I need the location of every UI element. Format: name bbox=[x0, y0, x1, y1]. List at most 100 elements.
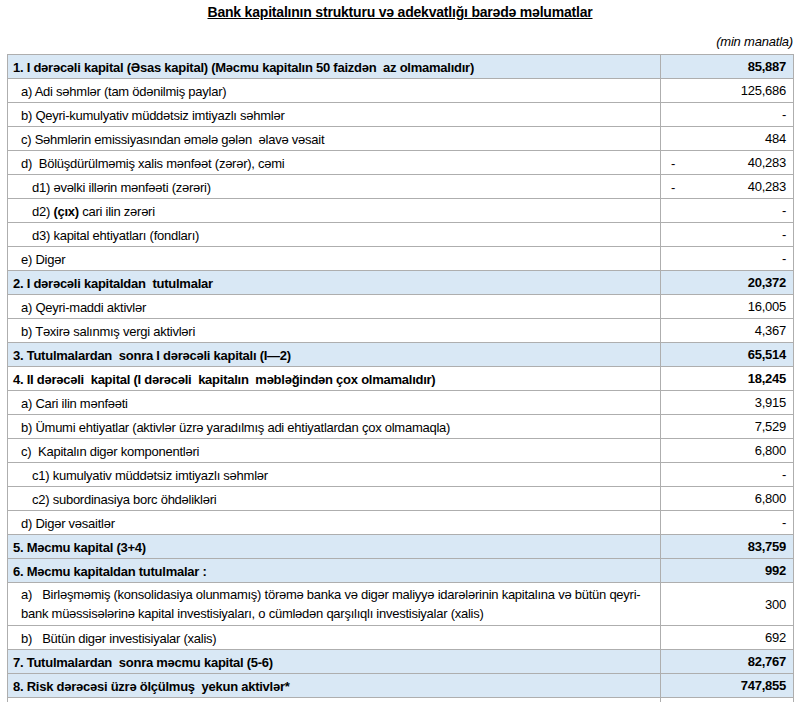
row-label-segment: d3) kapital ehtiyatları (fondları) bbox=[32, 228, 199, 243]
row-value-cell: - bbox=[661, 247, 794, 271]
table-row: d2) (çıx) cari ilin zərəri - bbox=[8, 199, 794, 223]
row-label: d2) (çıx) cari ilin zərəri bbox=[8, 199, 661, 223]
table-row: c1) kumulyativ müddətsiz imtiyazlı səhml… bbox=[8, 463, 794, 487]
row-value-cell: 300 bbox=[661, 583, 794, 626]
table-row: 7. Tutulmalardan sonra məcmu kapital (5-… bbox=[8, 650, 794, 674]
row-label: 5. Məcmu kapital (3+4) bbox=[8, 535, 661, 559]
row-label-segment: 1. I dərəcəli kapital bbox=[13, 60, 123, 75]
row-label: 8. Risk dərəcəsi üzrə ölçülmuş yekun akt… bbox=[8, 674, 661, 698]
row-label-segment: 4. II dərəcəli kapital bbox=[13, 372, 130, 387]
row-value-cell: 20,372 bbox=[661, 271, 794, 295]
row-label: c2) subordinasiya borc öhdəlikləri bbox=[8, 487, 661, 511]
row-value-cell: 692 bbox=[661, 626, 794, 650]
row-label bbox=[8, 698, 661, 702]
row-value: 6,800 bbox=[755, 443, 786, 458]
row-value: 20,372 bbox=[748, 275, 786, 290]
table-row: d) Bölüşdürülməmiş xalis mənfəət (zərər)… bbox=[8, 151, 794, 175]
row-label-segment: c1) kumulyativ müddətsiz imtiyazlı səhml… bbox=[32, 468, 268, 483]
row-label-segment: 5. Məcmu kapital (3+4) bbox=[13, 540, 146, 555]
row-value-cell: - bbox=[661, 463, 794, 487]
row-label-segment: 7. Tutulmalardan sonra məcmu kapital (5-… bbox=[13, 655, 273, 670]
row-value: - bbox=[782, 107, 786, 122]
row-value: - bbox=[782, 251, 786, 266]
row-label: b) Qeyri-kumulyativ müddətsiz imtiyazlı … bbox=[8, 103, 661, 127]
row-value: 4,367 bbox=[755, 323, 786, 338]
row-label: 4. II dərəcəli kapital (I dərəcəli kapit… bbox=[8, 367, 661, 391]
row-value: 692 bbox=[765, 630, 786, 645]
row-label: 1. I dərəcəli kapital (Əsas kapital) (Mə… bbox=[8, 55, 661, 79]
row-label: d3) kapital ehtiyatları (fondları) bbox=[8, 223, 661, 247]
row-label-segment: d1) əvəlki illərin mənfəəti (zərəri) bbox=[32, 180, 211, 195]
row-value-cell: 4,367 bbox=[661, 319, 794, 343]
table-row: d1) əvəlki illərin mənfəəti (zərəri) - 4… bbox=[8, 175, 794, 199]
row-label: d1) əvəlki illərin mənfəəti (zərəri) bbox=[8, 175, 661, 199]
row-label-segment: a) Cari ilin mənfəəti bbox=[21, 396, 128, 411]
row-label: c) Səhmlərin emissiyasından əmələ gələn … bbox=[8, 127, 661, 151]
row-value-cell: 18,245 bbox=[661, 367, 794, 391]
capital-structure-table: 1. I dərəcəli kapital (Əsas kapital) (Mə… bbox=[7, 54, 794, 702]
row-value-cell: 6,800 bbox=[661, 439, 794, 463]
row-value-cell: 125,686 bbox=[661, 79, 794, 103]
table-row bbox=[8, 698, 794, 702]
row-label: a) Birləşməmiş (konsolidasiya olunmamış)… bbox=[8, 583, 661, 626]
row-value: 6,800 bbox=[755, 491, 786, 506]
table-row: b) Qeyri-kumulyativ müddətsiz imtiyazlı … bbox=[8, 103, 794, 127]
row-label-segment: c) Kapitalın digər komponentləri bbox=[21, 444, 199, 459]
row-negative-sign: - bbox=[671, 179, 675, 194]
row-value: 300 bbox=[765, 597, 786, 612]
row-label-segment: c2) subordinasiya borc öhdəlikləri bbox=[32, 492, 216, 507]
table-row: 8. Risk dərəcəsi üzrə ölçülmuş yekun akt… bbox=[8, 674, 794, 698]
row-label-segment: b) Qeyri-kumulyativ müddətsiz imtiyazlı … bbox=[21, 108, 284, 123]
row-value-cell: 992 bbox=[661, 559, 794, 583]
row-value: 7,529 bbox=[755, 419, 786, 434]
row-label-segment: (I dərəcəli kapitalın məbləğindən çox ol… bbox=[130, 372, 435, 387]
row-label-segment: (çıx) bbox=[53, 204, 78, 219]
row-value-cell: - bbox=[661, 223, 794, 247]
row-value: - bbox=[782, 203, 786, 218]
row-value: 40,283 bbox=[748, 179, 786, 194]
row-label-segment: a) Qeyri-maddi aktivlər bbox=[21, 300, 146, 315]
row-value: 3,915 bbox=[755, 395, 786, 410]
page-title: Bank kapitalının strukturu və adekvatlığ… bbox=[0, 4, 800, 20]
row-label: a) Qeyri-maddi aktivlər bbox=[8, 295, 661, 319]
row-value: 85,887 bbox=[748, 59, 786, 74]
row-value-cell: 484 bbox=[661, 127, 794, 151]
table-row: c) Kapitalın digər komponentləri 6,800 bbox=[8, 439, 794, 463]
row-value-cell: 82,767 bbox=[661, 650, 794, 674]
table-row: e) Digər - bbox=[8, 247, 794, 271]
row-label-segment: a) Birləşməmiş (konsolidasiya olunmamış)… bbox=[21, 587, 640, 620]
row-label: 3. Tutulmalardan sonra I dərəcəli kapita… bbox=[8, 343, 661, 367]
row-label: a) Adi səhmlər (tam ödənilmiş paylar) bbox=[8, 79, 661, 103]
row-label: c) Kapitalın digər komponentləri bbox=[8, 439, 661, 463]
row-label: b) Bütün digər investisiyalar (xalis) bbox=[8, 626, 661, 650]
unit-note: (min manatla) bbox=[7, 34, 793, 49]
row-label-segment: cari ilin zərəri bbox=[79, 204, 155, 219]
row-label-segment: (Əsas kapital) (Məcmu kapitalın 50 faizd… bbox=[123, 60, 474, 75]
row-label: d) Digər vəsaitlər bbox=[8, 511, 661, 535]
row-label-segment: 8. Risk dərəcəsi üzrə ölçülmuş yekun akt… bbox=[13, 679, 290, 694]
row-value: 992 bbox=[765, 563, 786, 578]
row-label: 2. I dərəcəli kapitaldan tutulmalar bbox=[8, 271, 661, 295]
row-label-segment: b) Təxirə salınmış vergi aktivləri bbox=[21, 324, 195, 339]
table-row: b) Təxirə salınmış vergi aktivləri 4,367 bbox=[8, 319, 794, 343]
row-value-cell: 3,915 bbox=[661, 391, 794, 415]
row-value: 484 bbox=[765, 131, 786, 146]
table-row: a) Cari ilin mənfəəti 3,915 bbox=[8, 391, 794, 415]
row-label-segment: d) Digər vəsaitlər bbox=[21, 516, 115, 531]
table-row: c2) subordinasiya borc öhdəlikləri 6,800 bbox=[8, 487, 794, 511]
row-label: 7. Tutulmalardan sonra məcmu kapital (5-… bbox=[8, 650, 661, 674]
table-row: 6. Məcmu kapitaldan tutulmalar : 992 bbox=[8, 559, 794, 583]
row-label-segment: c) Səhmlərin emissiyasından əmələ gələn … bbox=[21, 132, 324, 147]
row-value-cell bbox=[661, 698, 794, 702]
row-value-cell: 83,759 bbox=[661, 535, 794, 559]
row-value: - bbox=[782, 227, 786, 242]
table-row: a) Adi səhmlər (tam ödənilmiş paylar) 12… bbox=[8, 79, 794, 103]
row-value-cell: 85,887 bbox=[661, 55, 794, 79]
row-value-cell: - bbox=[661, 199, 794, 223]
row-value-cell: - 40,283 bbox=[661, 151, 794, 175]
row-value: 82,767 bbox=[748, 654, 786, 669]
row-value-cell: - bbox=[661, 511, 794, 535]
row-negative-sign: - bbox=[671, 155, 675, 170]
row-label-segment: 3. Tutulmalardan sonra I dərəcəli kapita… bbox=[13, 348, 291, 363]
table-row: 5. Məcmu kapital (3+4) 83,759 bbox=[8, 535, 794, 559]
